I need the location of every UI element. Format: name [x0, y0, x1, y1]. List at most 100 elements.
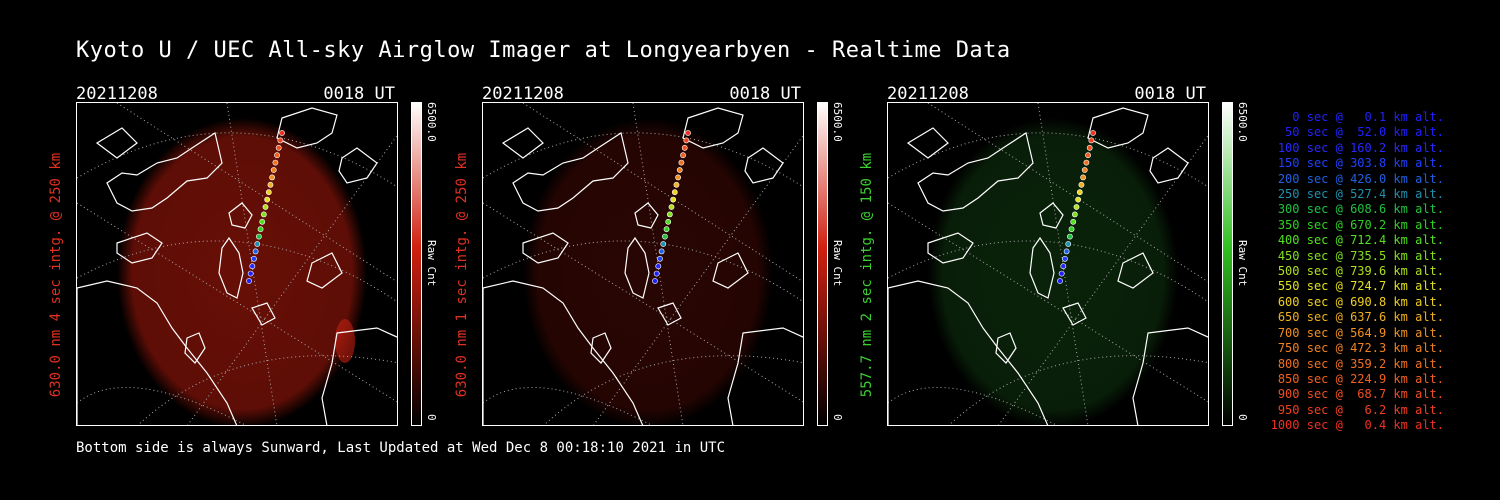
trajectory-point — [666, 211, 673, 218]
trajectory-point — [670, 196, 677, 203]
legend-entry: 150 sec @ 303.8 km alt. — [1277, 156, 1444, 171]
airglow-sky-disk — [523, 118, 773, 425]
trajectory-point — [279, 130, 285, 136]
trajectory-point — [1090, 130, 1096, 136]
airglow-image — [482, 102, 804, 426]
panel-date: 20211208 — [76, 84, 158, 104]
trajectory-point — [249, 263, 256, 270]
colorbar-unit-label: Raw Cnt — [1236, 240, 1249, 287]
colorbar — [1222, 102, 1233, 426]
trajectory-point — [260, 211, 267, 218]
legend-entry: 350 sec @ 670.2 km alt. — [1277, 217, 1444, 232]
trajectory-point — [675, 174, 681, 181]
footer-status: Bottom side is always Sunward, Last Upda… — [76, 440, 726, 456]
trajectory-point — [270, 167, 277, 173]
trajectory-point — [267, 181, 274, 188]
panel-time: 0018 UT — [323, 84, 395, 104]
trajectory-point — [1060, 263, 1067, 270]
trajectory-point — [259, 218, 266, 225]
trajectory-point — [1083, 159, 1090, 166]
airglow-image — [887, 102, 1209, 426]
trajectory-point — [1075, 196, 1082, 203]
colorbar — [411, 102, 422, 426]
trajectory-point — [265, 189, 272, 196]
trajectory-point — [1088, 137, 1095, 144]
imager-panel-2: 20211208 0018 UT 630.0 nm 1 sec intg. @ 25… — [454, 84, 882, 432]
colorbar-max-label: 6500.0 — [425, 102, 438, 142]
trajectory-point — [1070, 218, 1077, 225]
trajectory-point — [264, 196, 271, 203]
legend-entry: 650 sec @ 637.6 km alt. — [1277, 310, 1444, 325]
trajectory-point — [277, 137, 284, 144]
trajectory-point — [671, 189, 678, 196]
trajectory-point — [652, 278, 658, 284]
trajectory-point — [1080, 174, 1086, 181]
colorbar-min-label: 0 — [1236, 414, 1249, 421]
trajectory-point — [1065, 241, 1072, 247]
page-title: Kyoto U / UEC All-sky Airglow Imager at … — [76, 38, 1011, 63]
lat-lon-grid — [483, 103, 803, 425]
trajectory-point — [262, 204, 269, 210]
airglow-map-svg — [77, 103, 397, 425]
trajectory-point — [254, 241, 261, 247]
legend-entry: 700 sec @ 564.9 km alt. — [1277, 325, 1444, 340]
legend-entry: 0 sec @ 0.1 km alt. — [1292, 110, 1444, 124]
trajectory-point — [1062, 255, 1068, 262]
trajectory-point — [246, 278, 252, 284]
rocket-trajectory — [1057, 130, 1096, 284]
trajectory-point — [252, 248, 259, 255]
trajectory-point — [663, 226, 670, 233]
trajectory-point — [661, 233, 668, 240]
legend-entry: 100 sec @ 160.2 km alt. — [1277, 140, 1444, 155]
legend-entry: 300 sec @ 608.6 km alt. — [1277, 202, 1444, 217]
trajectory-point — [665, 218, 672, 225]
legend-entry: 450 sec @ 735.5 km alt. — [1277, 248, 1444, 263]
legend-entry: 600 sec @ 690.8 km alt. — [1277, 294, 1444, 309]
trajectory-point — [247, 270, 254, 277]
colorbar — [817, 102, 828, 426]
aurora-patch — [335, 319, 355, 363]
rocket-trajectory — [652, 130, 691, 284]
legend-entry: 400 sec @ 712.4 km alt. — [1277, 233, 1444, 248]
trajectory-point — [1068, 226, 1075, 233]
trajectory-point — [1058, 270, 1065, 277]
trajectory-point — [1057, 278, 1063, 284]
trajectory-point — [678, 159, 685, 166]
coastlines — [888, 107, 1208, 425]
colorbar-unit-label: Raw Cnt — [425, 240, 438, 287]
panel-date: 20211208 — [482, 84, 564, 104]
trajectory-point — [255, 233, 262, 240]
trajectory-point — [275, 144, 282, 151]
trajectory-point — [1085, 152, 1091, 159]
trajectory-point — [272, 159, 279, 166]
colorbar-unit-label: Raw Cnt — [831, 240, 844, 287]
trajectory-point — [681, 144, 688, 151]
trajectory-point — [680, 152, 686, 159]
panel-time: 0018 UT — [1134, 84, 1206, 104]
trajectory-legend: 0 sec @ 0.1 km alt. 50 sec @ 52.0 km alt.… — [1262, 110, 1444, 434]
lat-lon-grid — [888, 103, 1208, 425]
imager-panel-3: 20211208 0018 UT 557.7 nm 2 sec intg. @ 15… — [859, 84, 1287, 432]
colorbar-min-label: 0 — [425, 414, 438, 421]
airglow-map-svg — [888, 103, 1208, 425]
trajectory-point — [653, 270, 660, 277]
panel-time: 0018 UT — [729, 84, 801, 104]
panel-date: 20211208 — [887, 84, 969, 104]
trajectory-point — [683, 137, 690, 144]
trajectory-point — [1086, 144, 1093, 151]
trajectory-point — [658, 248, 665, 255]
legend-entry: 1000 sec @ 0.4 km alt. — [1270, 418, 1444, 433]
rocket-trajectory — [246, 130, 285, 284]
trajectory-point — [257, 226, 264, 233]
trajectory-point — [685, 130, 691, 136]
airglow-sky-disk — [117, 118, 367, 425]
trajectory-point — [676, 167, 683, 173]
colorbar-min-label: 0 — [831, 414, 844, 421]
coastlines — [77, 107, 397, 425]
trajectory-point — [655, 263, 662, 270]
trajectory-point — [1063, 248, 1070, 255]
airglow-image — [76, 102, 398, 426]
trajectory-point — [274, 152, 280, 159]
trajectory-point — [1081, 167, 1088, 173]
legend-entry: 200 sec @ 426.0 km alt. — [1277, 171, 1444, 186]
